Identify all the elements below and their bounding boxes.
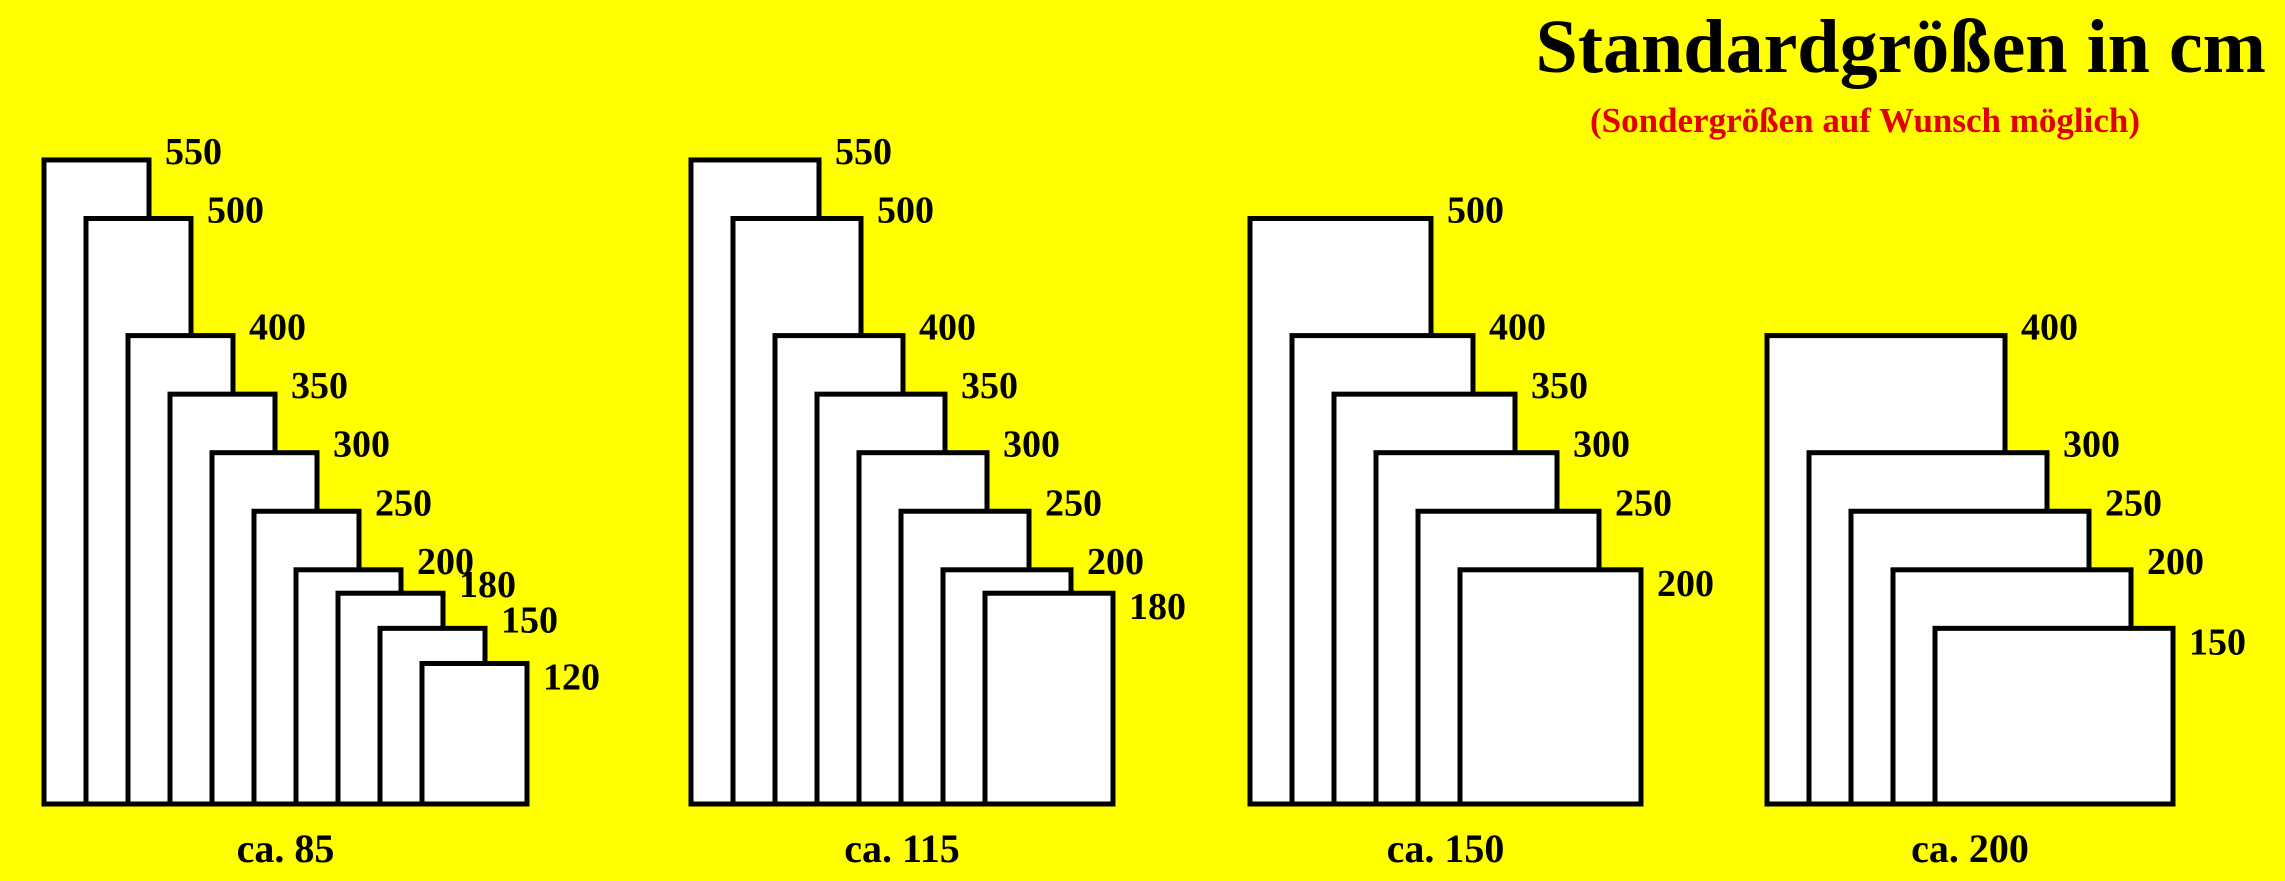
size-label: 400 xyxy=(249,307,306,349)
size-box xyxy=(982,590,1116,807)
size-label: 400 xyxy=(1489,307,1546,349)
size-label: 200 xyxy=(417,541,474,583)
size-label: 500 xyxy=(1447,190,1504,232)
size-label: 150 xyxy=(501,599,558,641)
size-label: 180 xyxy=(459,564,516,606)
size-label: 150 xyxy=(2189,621,2246,663)
size-label: 250 xyxy=(2105,482,2162,524)
size-label: 400 xyxy=(2021,307,2078,349)
size-label: 350 xyxy=(1531,365,1588,407)
size-box xyxy=(1932,625,2176,807)
size-label: 300 xyxy=(333,424,390,466)
group-label: ca. 115 xyxy=(844,826,960,871)
size-label: 250 xyxy=(1045,482,1102,524)
size-label: 200 xyxy=(2147,541,2204,583)
size-label: 180 xyxy=(1129,586,1186,628)
size-label: 400 xyxy=(919,307,976,349)
size-label: 250 xyxy=(1615,482,1672,524)
subtitle: (Sondergrößen auf Wunsch möglich) xyxy=(1590,101,2140,140)
group-label: ca. 150 xyxy=(1387,826,1505,871)
size-label: 550 xyxy=(165,131,222,173)
size-label: 350 xyxy=(291,365,348,407)
size-label: 500 xyxy=(207,190,264,232)
group-label: ca. 85 xyxy=(237,826,335,871)
size-label: 300 xyxy=(1573,424,1630,466)
size-label: 200 xyxy=(1657,563,1714,605)
title: Standardgrößen in cm xyxy=(1535,5,2266,89)
size-box xyxy=(419,660,530,807)
size-label: 120 xyxy=(543,656,600,698)
size-label: 300 xyxy=(2063,424,2120,466)
size-label: 500 xyxy=(877,190,934,232)
size-label: 200 xyxy=(1087,541,1144,583)
size-label: 550 xyxy=(835,131,892,173)
size-label: 350 xyxy=(961,365,1018,407)
group-label: ca. 200 xyxy=(1911,826,2029,871)
size-label: 250 xyxy=(375,482,432,524)
size-box xyxy=(1457,567,1644,807)
size-label: 300 xyxy=(1003,424,1060,466)
